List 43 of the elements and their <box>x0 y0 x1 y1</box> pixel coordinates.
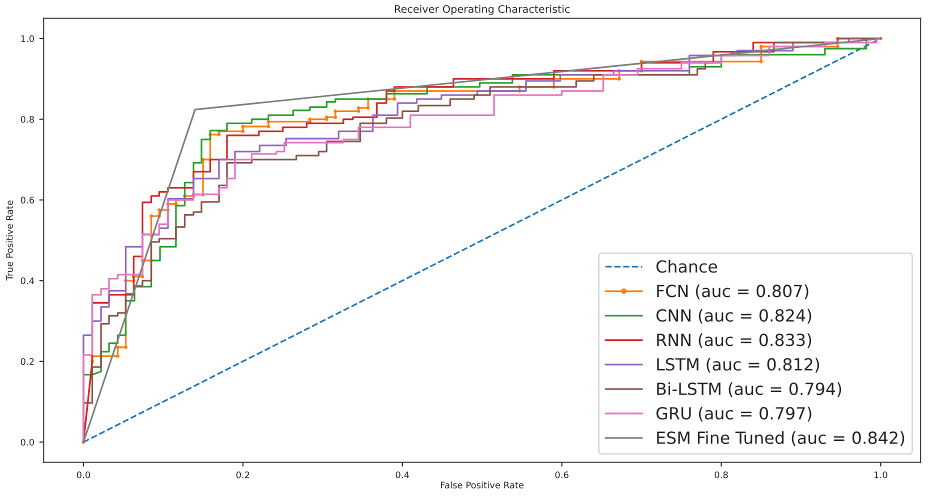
y-axis-title: True Positive Rate <box>6 200 13 281</box>
point <box>308 118 312 121</box>
x-axis-title: False Positive Rate <box>441 481 524 488</box>
legend-label: Chance <box>656 260 718 273</box>
point <box>116 346 120 349</box>
legend-label: FCN (auc = 0.807) <box>657 284 808 300</box>
legend-label: Bi-LSTM (auc = 0.794) <box>657 382 842 398</box>
point <box>241 130 245 134</box>
y-tick-label: 1.0 <box>21 35 34 42</box>
y-tick-label: 0.4 <box>20 277 34 284</box>
x-tick-label: 0.4 <box>396 471 410 478</box>
point <box>617 77 621 81</box>
y-tick-label: 0.6 <box>20 196 34 204</box>
legend-label: ESM Fine Tuned (auc = 0.842) <box>657 431 904 446</box>
x-tick-label: 0.6 <box>555 471 568 478</box>
point <box>324 115 328 119</box>
point <box>266 120 270 124</box>
point <box>266 124 270 128</box>
legend-label: LSTM (auc = 0.812) <box>657 358 820 373</box>
y-tick-label: 0.8 <box>20 116 34 123</box>
point <box>124 346 128 349</box>
x-tick-label: 0.0 <box>76 471 90 478</box>
point <box>150 214 153 218</box>
point <box>334 109 338 113</box>
point <box>116 354 120 358</box>
point <box>836 44 840 48</box>
point <box>366 106 370 110</box>
x-tick-label: 0.8 <box>714 471 728 478</box>
point <box>241 124 245 128</box>
point <box>392 97 396 101</box>
chart-title: Receiver Operating Characteristic <box>395 4 570 15</box>
point <box>356 109 360 113</box>
point <box>334 115 338 119</box>
y-tick-label: 0.0 <box>20 438 34 446</box>
y-tick-label: 0.2 <box>20 358 34 365</box>
x-tick-label: 1.0 <box>874 471 888 478</box>
x-tick-label: 0.2 <box>236 471 250 478</box>
point <box>759 44 763 48</box>
legend-label: GRU (auc = 0.797) <box>656 406 812 422</box>
point <box>759 60 763 64</box>
legend-label: RNN (auc = 0.833) <box>657 333 812 348</box>
point <box>217 132 221 136</box>
legend-label: CNN (auc = 0.824) <box>656 308 812 324</box>
